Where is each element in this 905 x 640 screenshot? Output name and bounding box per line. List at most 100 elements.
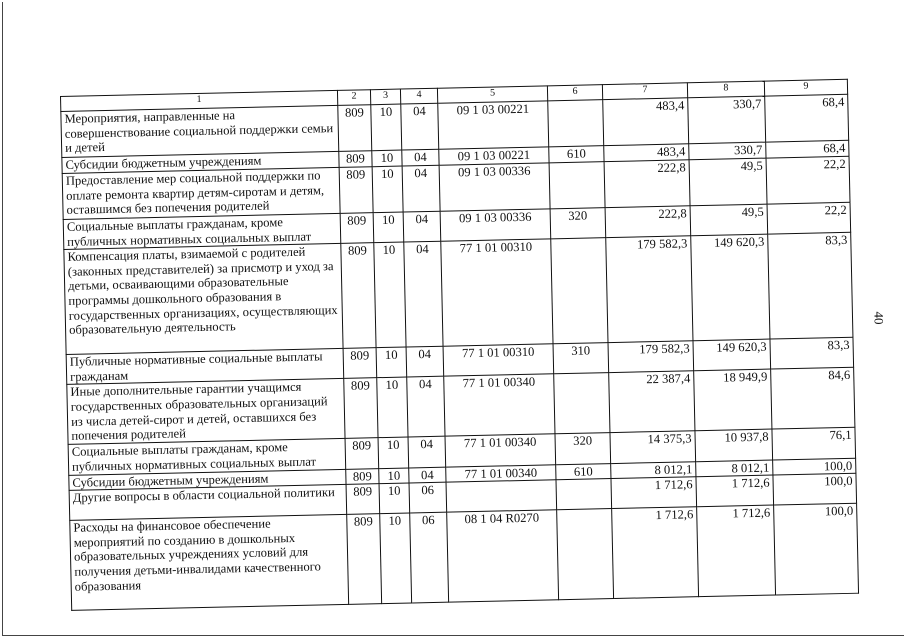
planned-amount: 22 387,4 [608,371,695,433]
expense-type-code: 310 [553,342,609,375]
section-code: 10 [379,483,410,514]
execution-percent: 68,4 [764,94,849,143]
expense-type-code [549,161,606,209]
subsection-code: 06 [409,512,449,604]
planned-amount: 222,8 [604,159,691,208]
chapter-code: 809 [339,166,374,214]
budget-table: 1 2 3 4 5 6 7 8 9 Мероприятия, направлен… [60,79,859,611]
execution-percent: 100,0 [773,503,859,596]
target-article-code: 09 1 03 00336 [440,208,551,242]
chapter-code: 809 [340,212,374,244]
section-code: 10 [378,467,410,484]
subsection-code: 04 [403,241,444,348]
subsection-code: 04 [408,436,446,468]
expense-type-code [547,99,604,147]
section-code: 10 [370,104,402,151]
subsection-code: 04 [408,466,447,484]
subsection-code: 04 [400,103,439,151]
column-header: 4 [400,88,438,105]
expense-type-code [553,372,610,435]
planned-amount: 14 375,3 [609,431,696,464]
planned-amount: 483,4 [603,143,690,162]
executed-amount: 49,5 [690,204,768,236]
target-article-code: 77 1 01 00340 [445,434,556,467]
expense-type-code: 610 [555,463,611,480]
executed-amount: 10 937,8 [694,429,773,462]
executed-amount: 18 949,9 [693,369,772,432]
target-article-code: 77 1 01 00340 [443,374,555,437]
target-article-code: 08 1 04 R0270 [446,509,559,603]
subsection-code: 04 [403,211,441,243]
expense-type-code: 610 [548,145,605,163]
planned-amount: 483,4 [602,97,689,146]
subsection-code: 04 [406,346,444,378]
subsection-code: 04 [402,165,441,213]
execution-percent: 83,3 [769,337,854,370]
executed-amount: 8 012,1 [695,459,773,477]
subsection-code: 06 [409,482,447,514]
planned-amount: 222,8 [605,205,691,238]
chapter-code: 809 [343,378,379,439]
chapter-code: 809 [346,513,382,605]
expense-type-code [550,237,609,344]
executed-amount: 330,7 [688,142,767,160]
chapter-code: 809 [337,104,372,152]
planned-amount: 1 712,6 [610,476,697,509]
budget-table-wrapper: 1 2 3 4 5 6 7 8 9 Мероприятия, направлен… [60,79,859,611]
executed-amount: 1 712,6 [696,505,776,597]
execution-percent: 84,6 [770,367,855,430]
row-name: Иные дополнительные гарантии учащимся го… [66,378,346,445]
target-article-code: 09 1 03 00336 [439,162,551,212]
chapter-code: 809 [340,242,377,349]
execution-percent: 100,0 [772,473,857,506]
execution-percent: 76,1 [771,427,856,460]
chapter-code: 809 [345,438,379,469]
execution-percent: 68,4 [765,140,850,159]
column-header: 6 [547,84,603,101]
row-name: Предоставление мер социальной поддержки … [62,167,341,220]
planned-amount: 8 012,1 [610,461,696,479]
section-code: 10 [372,166,404,213]
executed-amount: 49,5 [689,158,768,206]
subsection-code: 04 [406,376,446,438]
row-name: Расходы на финансовое обеспечение меропр… [69,514,349,611]
target-article-code: 09 1 03 00221 [437,100,549,150]
target-article-code [446,479,557,513]
chapter-code: 809 [338,150,373,168]
column-header: 2 [337,89,371,106]
execution-percent: 100,0 [772,457,856,476]
row-name: Мероприятия, направленные на совершенств… [60,105,339,158]
execution-percent: 83,3 [767,232,853,340]
executed-amount: 149 620,3 [692,339,771,372]
executed-amount: 149 620,3 [690,234,770,341]
section-code: 10 [376,347,407,379]
planned-amount: 179 582,3 [605,235,693,343]
section-code: 10 [378,437,409,469]
planned-amount: 179 582,3 [608,340,694,373]
planned-amount: 1 712,6 [611,506,699,599]
column-header: 8 [687,81,765,98]
execution-percent: 22,2 [766,156,851,205]
target-article-code: 77 1 01 00310 [443,343,554,377]
executed-amount: 330,7 [687,96,766,144]
section-code: 10 [376,377,409,439]
target-article-code: 77 1 01 00310 [440,239,554,347]
expense-type-code: 320 [550,207,606,240]
chapter-code: 809 [346,483,380,515]
expense-type-code [556,508,614,600]
row-name: Компенсация платы, взимаемой с родителей… [63,243,344,355]
table-row: Расходы на финансовое обеспечение меропр… [69,503,859,611]
chapter-code: 809 [343,347,377,379]
chapter-code: 809 [345,468,380,485]
subsection-code: 04 [401,149,440,167]
section-code: 10 [379,513,412,604]
section-code: 10 [371,150,403,167]
expense-type-code [555,478,612,510]
page-number: 40 [871,311,887,325]
column-header: 3 [370,89,401,105]
execution-percent: 22,2 [767,202,851,235]
section-code: 10 [373,212,404,243]
section-code: 10 [373,242,407,348]
executed-amount: 1 712,6 [695,475,774,507]
